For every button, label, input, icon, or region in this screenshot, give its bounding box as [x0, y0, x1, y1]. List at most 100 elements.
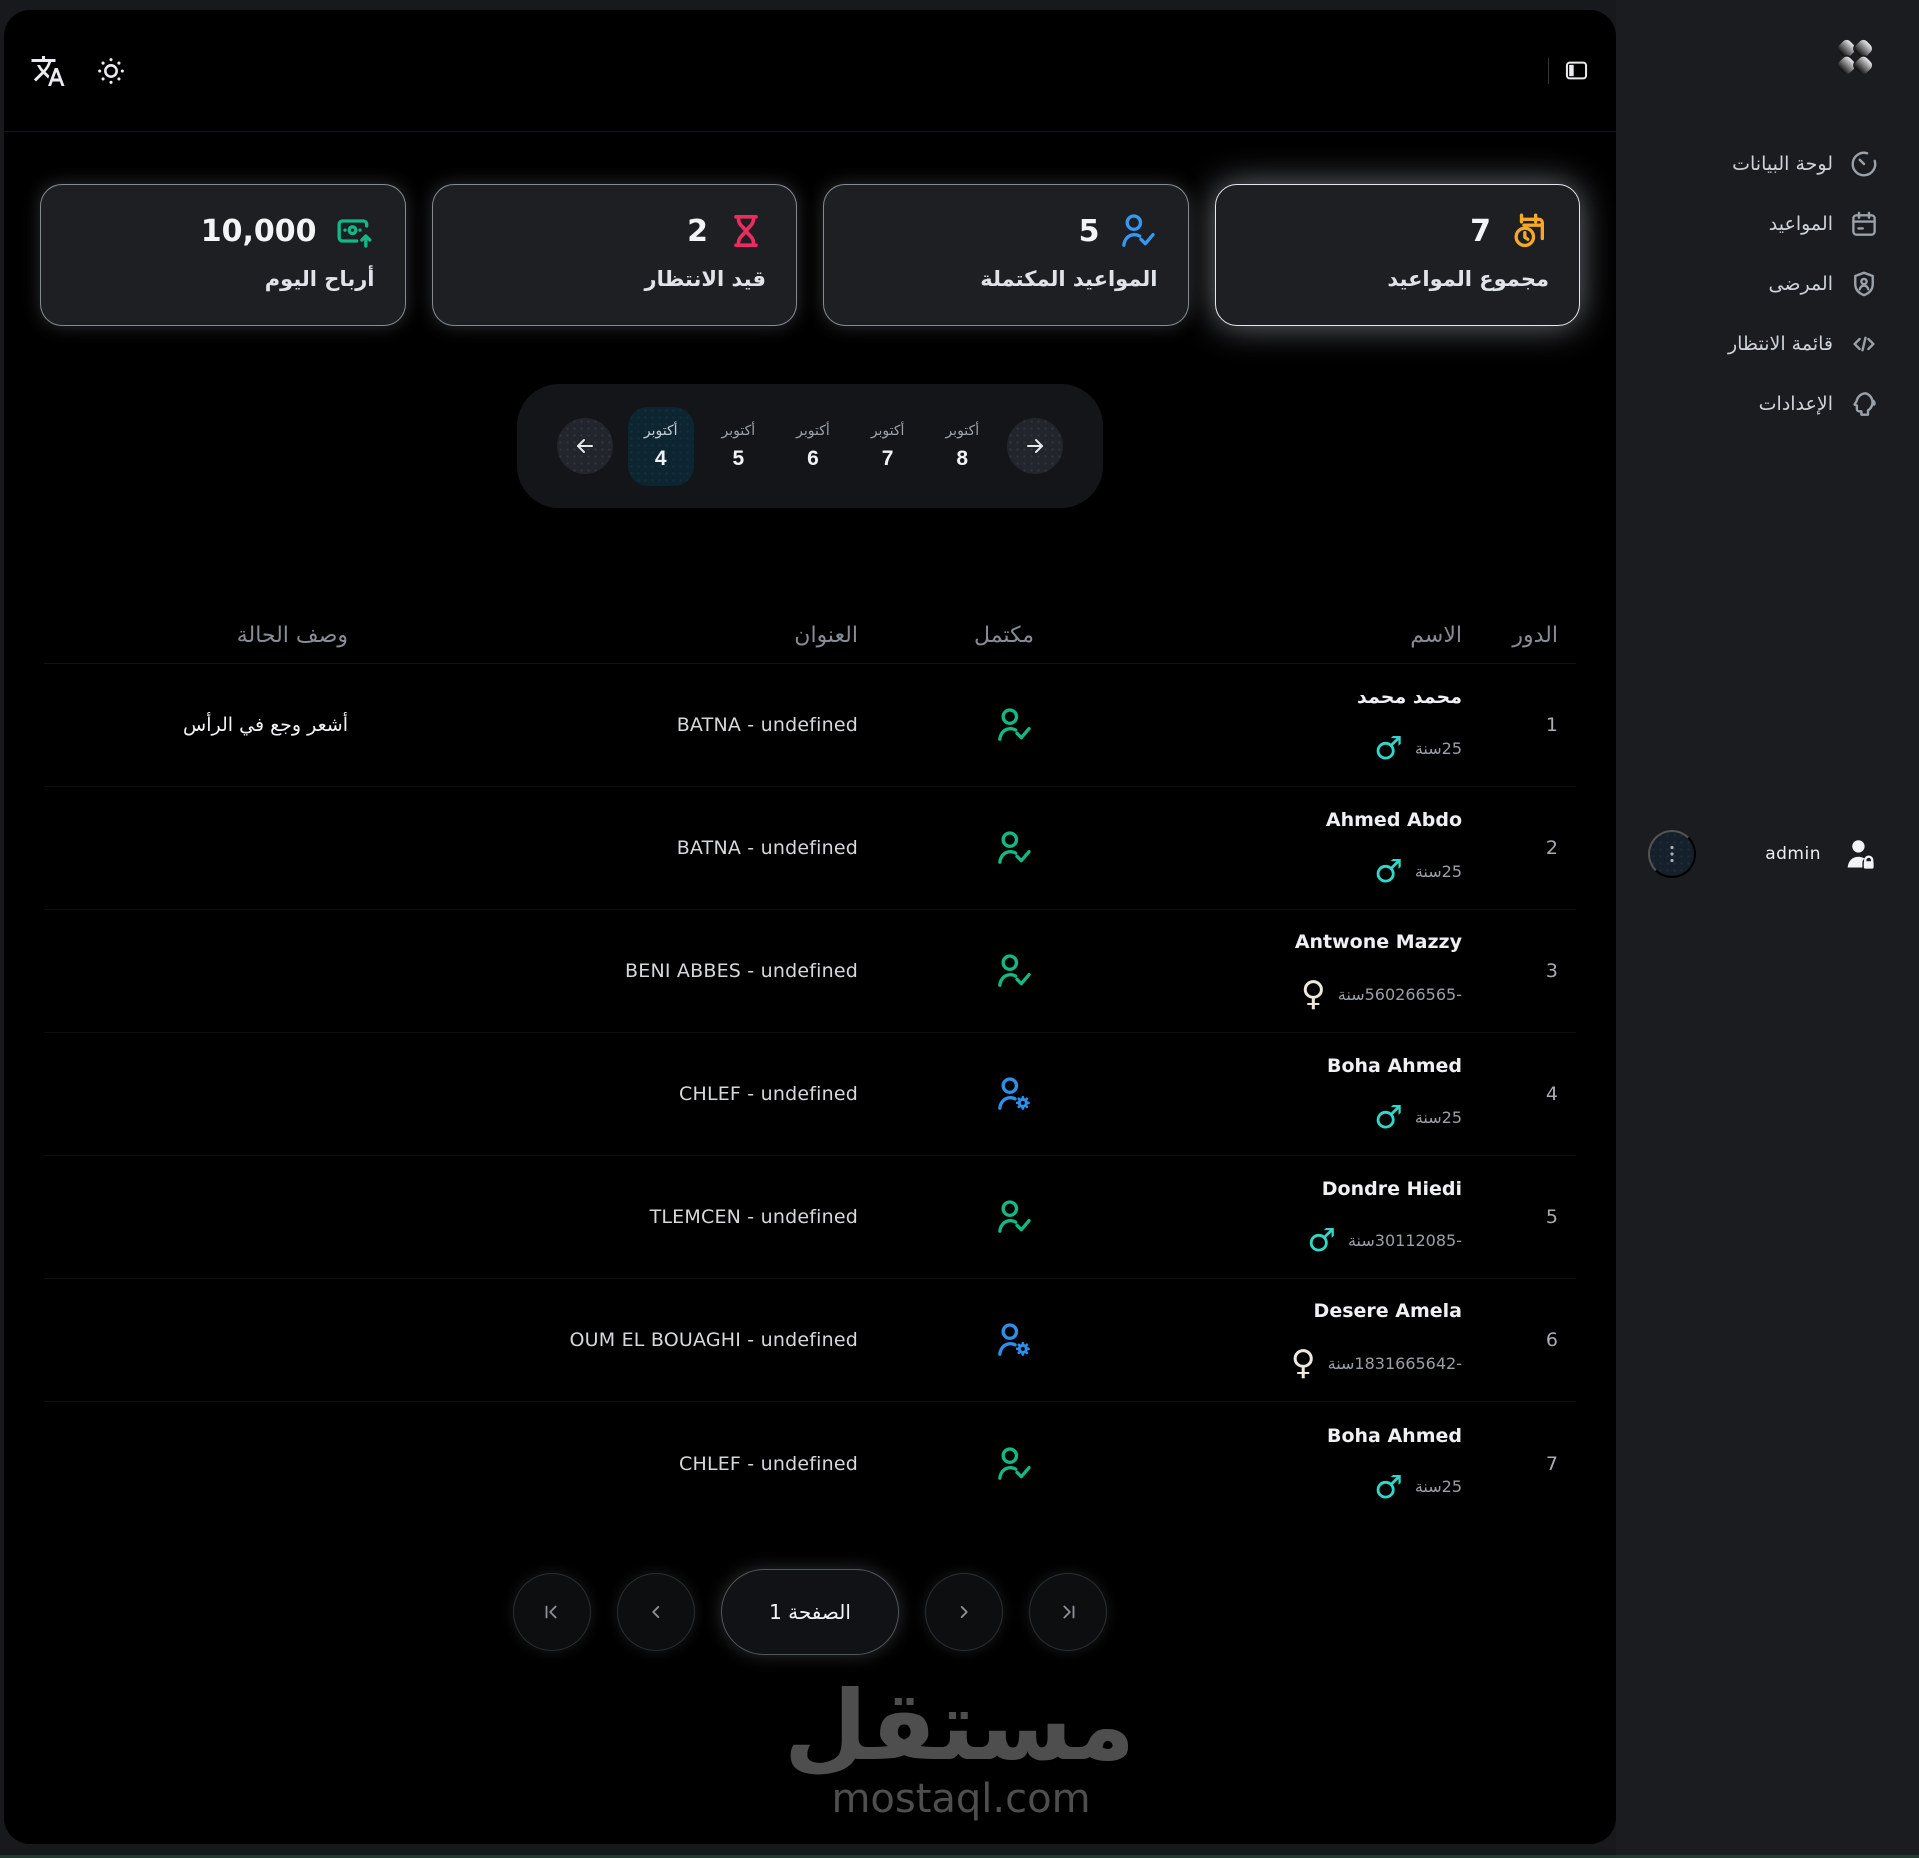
gender-icon [1374, 1471, 1403, 1503]
stat-label: أرباح اليوم [264, 267, 375, 291]
column-header-completed: مكتمل [974, 623, 1034, 648]
app-logo-icon [1831, 34, 1879, 82]
table-row[interactable]: 3 Antwone Mazzy -560266565سنة BENI ABBES… [44, 910, 1576, 1033]
sidebar-item-dashboard[interactable]: لوحة البيانات [1640, 134, 1879, 194]
last-page-button[interactable] [1029, 1573, 1107, 1651]
user-name: admin [1765, 844, 1821, 864]
sidebar-item-label: الإعدادات [1758, 393, 1833, 415]
date-day: 7 [881, 446, 894, 470]
next-page-icon [953, 1601, 975, 1623]
person-check-icon [998, 831, 1031, 864]
column-header-turn: الدور [1512, 623, 1558, 648]
first-page-button[interactable] [513, 1573, 591, 1651]
sidebar-toggle-button[interactable] [1563, 57, 1590, 84]
user-menu-button[interactable] [1648, 830, 1696, 878]
sidebar-item-label: المرضى [1768, 273, 1833, 295]
gender-icon [1307, 1224, 1336, 1256]
table-row[interactable]: 5 Dondre Hiedi -30112085سنة TLEMCEN - un… [44, 1156, 1576, 1279]
date-pill-oct-4[interactable]: أكتوبر 4 [627, 406, 694, 486]
watermark: مستقل mostaql.com [783, 1670, 1135, 1822]
gender-icon [1291, 1346, 1316, 1380]
patient-age: 25سنة [1414, 1107, 1462, 1127]
status-icon-cell[interactable] [896, 1320, 1066, 1360]
stat-value: 2 [687, 213, 708, 249]
sidebar-item-appointments[interactable]: المواعيد [1640, 194, 1879, 254]
row-turn: 3 [1545, 960, 1558, 982]
patient-name: Dondre Hiedi [1321, 1178, 1462, 1200]
status-icon-cell[interactable] [896, 951, 1066, 991]
status-icon-cell[interactable] [896, 1074, 1066, 1114]
user-lock-icon [1841, 835, 1879, 873]
watermark-title: مستقل [783, 1670, 1135, 1782]
language-button[interactable] [30, 53, 66, 89]
date-next-button[interactable] [1007, 418, 1064, 474]
status-icon-cell[interactable] [896, 1444, 1066, 1484]
stat-label: المواعيد المكتملة [980, 267, 1158, 291]
date-month: أكتوبر [870, 421, 905, 438]
patient-address: OUM EL BOUAGHI - undefined [569, 1329, 858, 1351]
person-gear-icon [998, 1323, 1031, 1357]
table-row[interactable]: 4 Boha Ahmed 25سنة CHLEF - undefined [44, 1033, 1576, 1156]
row-turn: 5 [1545, 1206, 1558, 1228]
stat-value: 10,000 [200, 213, 317, 249]
row-turn: 7 [1545, 1452, 1558, 1475]
patient-address: CHLEF - undefined [678, 1452, 858, 1475]
patient-age: 25سنة [1414, 1477, 1462, 1496]
pagination: الصفحة 1 [4, 1569, 1616, 1655]
current-page-button[interactable]: الصفحة 1 [721, 1569, 899, 1655]
next-page-button[interactable] [925, 1573, 1003, 1651]
date-picker: أكتوبر 4 أكتوبر 5 أكتوبر 6 أكتوبر 7 أكتو… [517, 384, 1103, 508]
stat-card-pending[interactable]: 2 قيد الانتظار [431, 184, 797, 326]
stat-cards: 7 مجموع المواعيد 5 المواعيد المكتملة [40, 184, 1580, 326]
stat-card-daily-profit[interactable]: 10,000 أرباح اليوم [40, 184, 406, 326]
date-day: 6 [807, 446, 819, 470]
date-month: أكتوبر [796, 421, 830, 438]
patient-address: BENI ABBES - undefined [625, 960, 858, 982]
stat-card-completed-appointments[interactable]: 5 المواعيد المكتملة [823, 184, 1189, 326]
sidebar-item-patients[interactable]: المرضى [1640, 254, 1879, 314]
last-page-icon [1057, 1601, 1079, 1623]
sidebar: لوحة البيانات المواعيد [1616, 0, 1919, 1858]
hourglass-icon [726, 211, 766, 251]
sun-icon [94, 54, 128, 88]
person-check-icon [998, 1200, 1031, 1233]
status-icon-cell[interactable] [896, 705, 1066, 745]
patient-address: BATNA - undefined [676, 714, 858, 736]
arrow-left-icon [573, 434, 597, 458]
patient-address: CHLEF - undefined [678, 1083, 858, 1105]
status-icon-cell[interactable] [896, 828, 1066, 868]
table-row[interactable]: 2 Ahmed Abdo 25سنة BATNA - undefined [44, 787, 1576, 910]
current-page-label: الصفحة 1 [769, 1600, 851, 1624]
column-header-name: الاسم [1410, 623, 1462, 648]
row-turn: 1 [1545, 714, 1558, 736]
topbar [4, 10, 1616, 132]
arrow-right-icon [1023, 434, 1047, 458]
calendar-icon [1849, 209, 1879, 239]
date-prev-button[interactable] [556, 418, 613, 474]
prev-page-button[interactable] [617, 1573, 695, 1651]
translate-icon [30, 53, 66, 89]
date-pill-oct-5[interactable]: أكتوبر 5 [709, 410, 769, 483]
date-day: 4 [654, 446, 667, 470]
sidebar-item-settings[interactable]: الإعدادات [1640, 374, 1879, 434]
gender-icon [1301, 977, 1326, 1011]
date-pill-oct-7[interactable]: أكتوبر 7 [858, 410, 918, 483]
table-header: الدور الاسم مكتمل العنوان وصف الحالة [44, 608, 1576, 664]
bottom-accent-line [0, 1855, 1919, 1858]
gender-icon [1374, 1101, 1403, 1133]
patient-name: Desere Amela [1313, 1300, 1462, 1322]
date-month: أكتوبر [643, 421, 678, 438]
patient-age: -1831665642سنة [1327, 1353, 1462, 1373]
date-month: أكتوبر [721, 421, 756, 438]
date-pill-oct-8[interactable]: أكتوبر 8 [932, 410, 992, 483]
gender-icon [1374, 855, 1403, 887]
table-row[interactable]: 6 Desere Amela -1831665642سنة OUM EL BOU… [44, 1279, 1576, 1402]
table-row[interactable]: 1 محمد محمد 25سنة BATNA - undefined أشعر… [44, 664, 1576, 787]
date-day: 5 [732, 446, 745, 470]
status-icon-cell[interactable] [896, 1197, 1066, 1237]
theme-toggle-button[interactable] [94, 54, 128, 88]
date-pill-oct-6[interactable]: أكتوبر 6 [783, 410, 843, 483]
stat-card-total-appointments[interactable]: 7 مجموع المواعيد [1214, 184, 1580, 326]
table-row[interactable]: 7 Boha Ahmed 25سنة CHLEF - undefined [44, 1402, 1576, 1525]
sidebar-item-waiting-list[interactable]: قائمة الانتظار [1640, 314, 1879, 374]
